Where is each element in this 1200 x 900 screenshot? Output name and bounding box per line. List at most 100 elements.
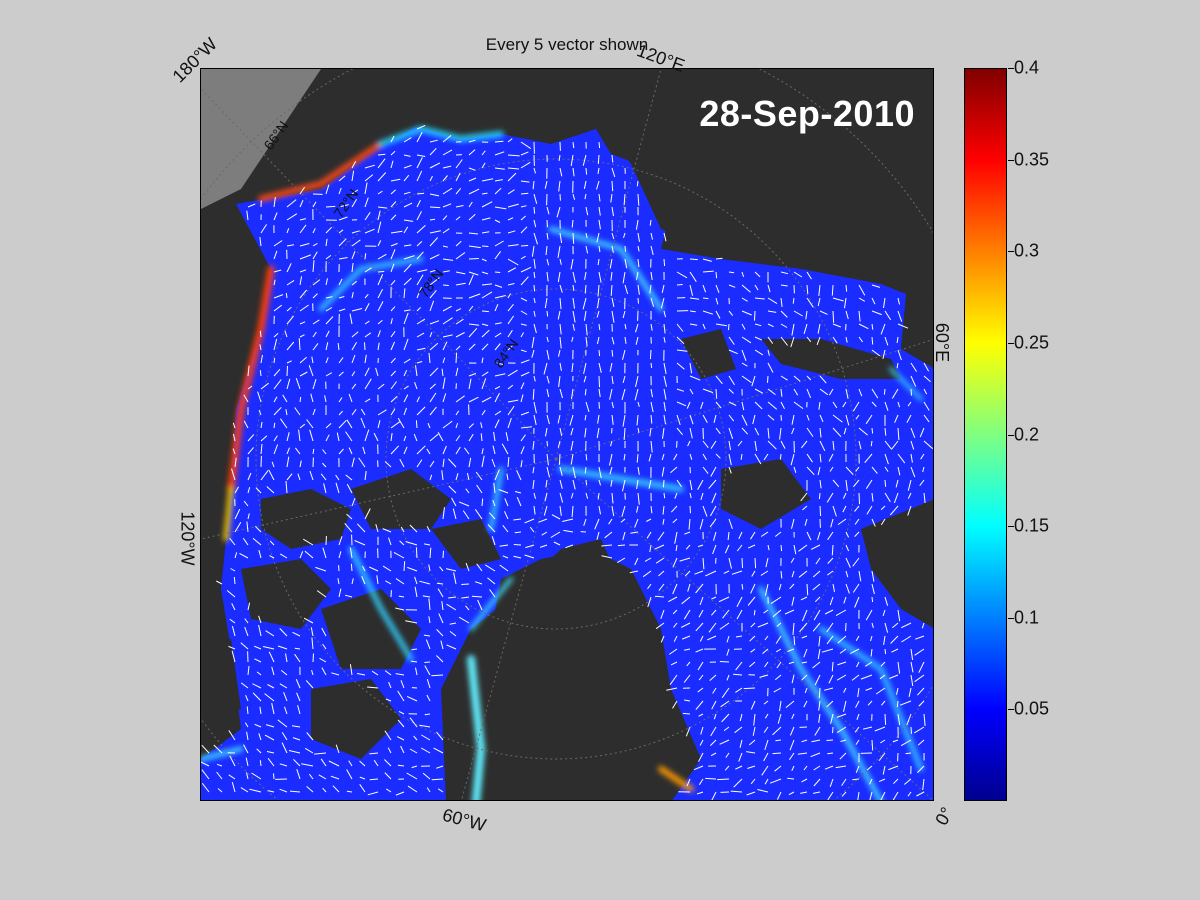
drift-vector bbox=[676, 427, 683, 436]
drift-vector bbox=[429, 139, 438, 143]
drift-vector bbox=[395, 673, 405, 676]
drift-vector bbox=[546, 232, 549, 240]
drift-vector bbox=[676, 284, 683, 286]
drift-vector bbox=[442, 317, 453, 325]
drift-vector bbox=[364, 398, 371, 403]
drift-vector bbox=[286, 378, 291, 390]
drift-vector bbox=[749, 635, 756, 642]
drift-vector bbox=[265, 630, 275, 637]
drift-vector bbox=[416, 192, 425, 195]
drift-vector bbox=[520, 192, 529, 195]
drift-vector bbox=[767, 297, 778, 305]
drift-vector bbox=[673, 453, 678, 461]
drift-vector bbox=[662, 479, 665, 488]
drift-vector bbox=[373, 759, 379, 767]
drift-vector bbox=[835, 765, 847, 769]
drift-vector bbox=[650, 401, 654, 413]
drift-vector bbox=[826, 622, 834, 633]
drift-vector bbox=[471, 595, 483, 598]
drift-vector bbox=[426, 678, 431, 689]
drift-vector bbox=[325, 238, 328, 247]
drift-vector bbox=[531, 336, 535, 348]
drift-vector bbox=[565, 544, 574, 549]
drift-vector bbox=[648, 453, 652, 462]
drift-vector bbox=[369, 778, 379, 781]
drift-vector bbox=[585, 453, 588, 461]
drift-vector bbox=[312, 378, 317, 390]
drift-vector bbox=[747, 765, 756, 769]
drift-vector bbox=[675, 544, 678, 551]
drift-vector bbox=[676, 271, 688, 279]
drift-vector bbox=[390, 420, 401, 429]
drift-vector bbox=[572, 479, 576, 490]
drift-vector bbox=[649, 219, 652, 226]
drift-vector bbox=[896, 687, 899, 695]
drift-vector bbox=[871, 622, 874, 628]
drift-vector bbox=[767, 336, 774, 344]
drift-vector bbox=[293, 758, 301, 767]
drift-vector bbox=[923, 440, 933, 450]
drift-vector bbox=[800, 791, 808, 794]
drift-vector bbox=[610, 479, 613, 487]
drift-vector bbox=[697, 544, 704, 548]
drift-vector bbox=[821, 648, 834, 653]
drift-vector bbox=[817, 297, 821, 307]
drift-vector bbox=[280, 670, 288, 676]
colorbar-tick bbox=[1008, 68, 1014, 69]
drift-vector bbox=[258, 549, 262, 559]
drift-vector bbox=[390, 445, 400, 455]
drift-vector bbox=[780, 570, 783, 579]
drift-vector bbox=[672, 557, 678, 568]
drift-vector bbox=[475, 471, 483, 481]
drift-vector bbox=[384, 730, 392, 741]
drift-vector bbox=[455, 271, 466, 275]
drift-vector bbox=[429, 474, 433, 481]
drift-vector bbox=[728, 440, 731, 451]
drift-vector bbox=[702, 440, 709, 449]
drift-vector bbox=[273, 435, 278, 442]
drift-vector bbox=[411, 648, 418, 651]
drift-vector bbox=[801, 778, 808, 783]
drift-vector bbox=[611, 492, 614, 504]
drift-vector bbox=[325, 307, 333, 312]
drift-vector bbox=[246, 731, 249, 741]
drift-vector bbox=[338, 551, 342, 559]
drift-vector bbox=[279, 628, 288, 637]
drift-vector bbox=[596, 427, 600, 439]
drift-vector bbox=[416, 225, 426, 234]
drift-vector bbox=[309, 429, 314, 442]
drift-vector bbox=[864, 453, 873, 464]
drift-vector bbox=[668, 596, 678, 603]
drift-vector bbox=[419, 580, 431, 585]
drift-vector bbox=[325, 357, 329, 364]
drift-vector bbox=[572, 193, 576, 200]
drift-vector bbox=[727, 531, 730, 540]
drift-vector bbox=[546, 271, 549, 282]
drift-vector bbox=[558, 453, 561, 465]
drift-vector bbox=[750, 583, 756, 594]
drift-vector bbox=[572, 466, 576, 479]
drift-vector bbox=[817, 648, 821, 660]
drift-vector bbox=[814, 596, 821, 603]
drift-vector bbox=[708, 479, 717, 489]
drift-vector bbox=[335, 482, 340, 494]
drift-vector bbox=[246, 521, 249, 533]
drift-vector bbox=[487, 577, 496, 585]
drift-vector bbox=[572, 232, 575, 244]
colorbar-tick bbox=[1008, 342, 1014, 344]
drift-vector bbox=[871, 284, 881, 288]
drift-vector bbox=[728, 310, 734, 316]
drift-vector bbox=[429, 254, 440, 260]
drift-vector bbox=[533, 271, 536, 279]
drift-vector bbox=[251, 772, 262, 780]
drift-vector bbox=[360, 417, 366, 429]
drift-vector bbox=[321, 627, 327, 637]
drift-vector bbox=[780, 401, 785, 410]
drift-vector bbox=[791, 414, 795, 425]
drift-vector bbox=[507, 399, 519, 403]
drift-vector bbox=[351, 189, 359, 195]
drift-vector bbox=[481, 150, 486, 156]
drift-vector bbox=[285, 480, 288, 494]
drift-vector bbox=[286, 244, 295, 247]
drift-vector bbox=[338, 588, 342, 598]
